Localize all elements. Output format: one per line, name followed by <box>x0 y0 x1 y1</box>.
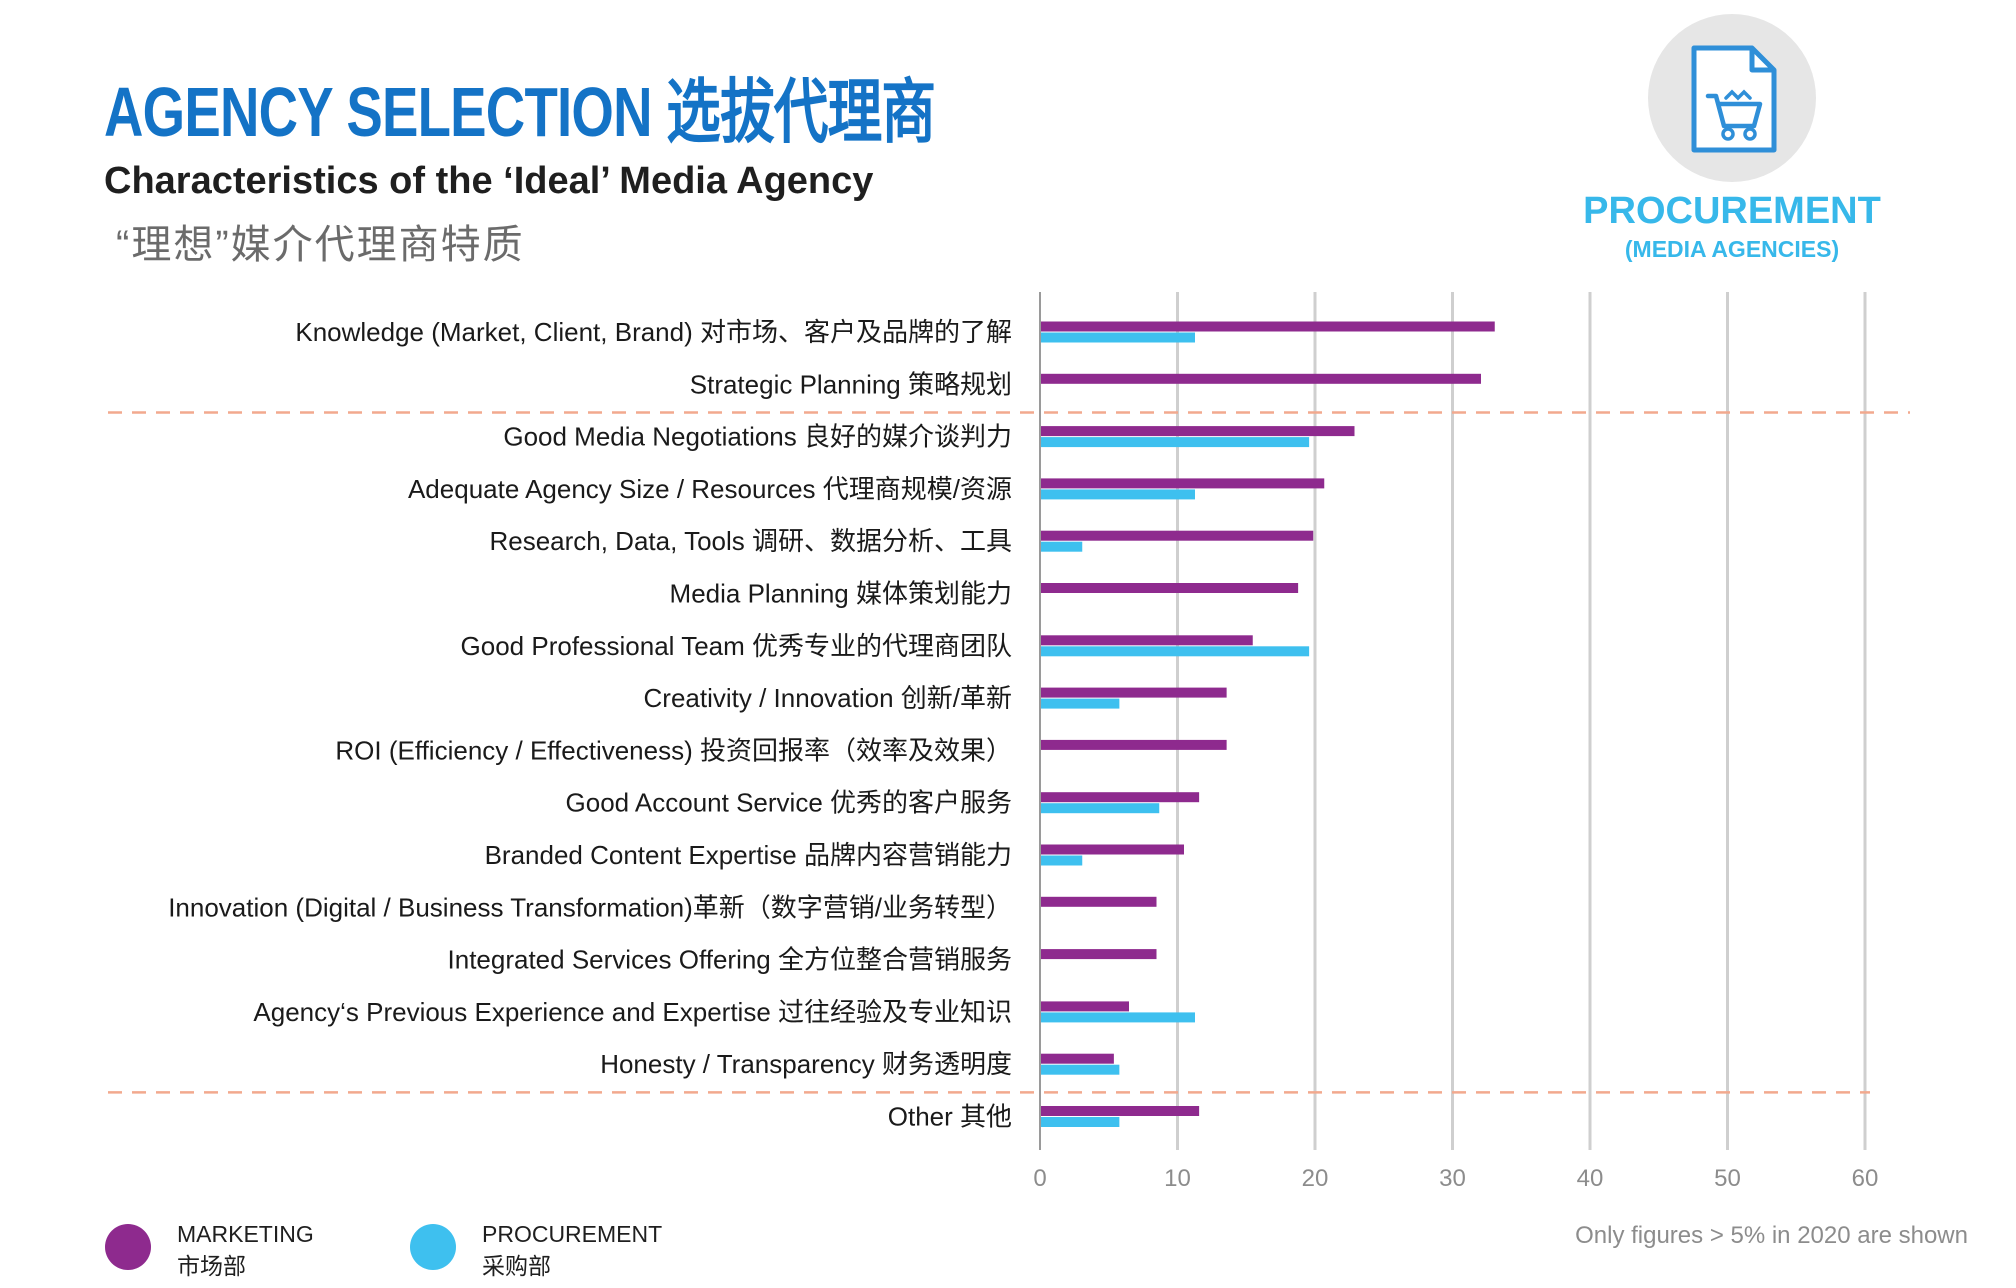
legend-procurement-label: PROCUREMENT 采购部 <box>482 1218 662 1282</box>
bar-marketing <box>1041 373 1481 384</box>
category-label: Other 其他 <box>888 1102 1012 1132</box>
bar-marketing <box>1041 530 1314 541</box>
bar-marketing <box>1041 1053 1114 1064</box>
shopping-cart-document-icon <box>1691 45 1777 153</box>
bar-marketing <box>1041 478 1325 489</box>
bar-marketing <box>1041 844 1184 855</box>
category-label: Honesty / Transparency 财务透明度 <box>600 1049 1012 1079</box>
bar-marketing <box>1041 896 1157 907</box>
bar-chart: Knowledge (Market, Client, Brand) 对市场、客户… <box>108 292 1910 1192</box>
x-tick-label: 30 <box>1439 1165 1466 1192</box>
category-label: Good Account Service 优秀的客户服务 <box>566 788 1012 818</box>
bar-procurement <box>1041 437 1310 448</box>
bar-marketing <box>1041 1001 1129 1012</box>
bar-procurement <box>1041 698 1120 709</box>
category-label: Branded Content Expertise 品牌内容营销能力 <box>485 840 1012 870</box>
category-label: Knowledge (Market, Client, Brand) 对市场、客户… <box>295 317 1012 347</box>
legend-marketing-cn: 市场部 <box>177 1253 246 1279</box>
bar-marketing <box>1041 792 1200 803</box>
x-tick-label: 40 <box>1577 1165 1604 1192</box>
legend-procurement-en: PROCUREMENT <box>482 1221 663 1247</box>
page-title: AGENCY SELECTION 选拔代理商 <box>104 73 936 151</box>
bar-marketing <box>1041 949 1157 960</box>
category-label: Adequate Agency Size / Resources 代理商规模/资… <box>408 474 1012 504</box>
category-label: Good Professional Team 优秀专业的代理商团队 <box>461 631 1012 661</box>
category-label: Strategic Planning 策略规划 <box>690 369 1012 399</box>
bar-procurement <box>1041 646 1310 657</box>
bar-procurement <box>1041 1117 1120 1127</box>
procurement-badge <box>1648 14 1816 182</box>
x-tick-label: 10 <box>1164 1165 1191 1192</box>
bar-procurement <box>1041 803 1160 814</box>
category-label: Creativity / Innovation 创新/革新 <box>644 683 1012 713</box>
bar-procurement <box>1041 855 1083 866</box>
legend-procurement-swatch <box>410 1224 456 1270</box>
bar-marketing <box>1041 583 1299 593</box>
section-dividers <box>108 411 1910 1094</box>
badge-subtitle: (MEDIA AGENCIES) <box>1624 236 1840 262</box>
category-label: Good Media Negotiations 良好的媒介谈判力 <box>503 422 1012 452</box>
bar-procurement <box>1041 1064 1120 1075</box>
bars <box>1041 321 1495 1127</box>
bar-marketing <box>1041 426 1355 437</box>
legend-marketing-en: MARKETING <box>177 1221 314 1247</box>
bar-procurement <box>1041 1012 1195 1023</box>
bar-marketing <box>1041 321 1495 332</box>
bar-procurement <box>1041 541 1083 552</box>
bar-marketing <box>1041 687 1227 698</box>
category-label: Media Planning 媒体策划能力 <box>670 579 1012 609</box>
chart-subtitle-cn: “理想”媒介代理商特质 <box>116 223 525 267</box>
x-axis-ticks: 0 10 20 30 40 50 60 <box>1033 1165 1878 1192</box>
category-labels: Knowledge (Market, Client, Brand) 对市场、客户… <box>168 317 1012 1132</box>
x-tick-label: 0 <box>1033 1165 1046 1192</box>
badge-title: PROCUREMENT <box>1583 190 1881 232</box>
x-tick-label: 60 <box>1852 1165 1879 1192</box>
legend-procurement-cn: 采购部 <box>482 1253 551 1279</box>
category-label: Integrated Services Offering 全方位整合营销服务 <box>448 945 1012 975</box>
bar-marketing <box>1041 739 1227 750</box>
category-label: Innovation (Digital / Business Transform… <box>168 892 1012 922</box>
bar-procurement <box>1041 332 1195 343</box>
legend-marketing-label: MARKETING 市场部 <box>177 1218 314 1282</box>
bar-procurement <box>1041 489 1195 500</box>
category-label: Agency‘s Previous Experience and Experti… <box>253 997 1012 1027</box>
footnote: Only figures > 5% in 2020 are shown <box>1575 1222 1968 1249</box>
chart-subtitle: Characteristics of the ‘Ideal’ Media Age… <box>104 160 874 202</box>
category-label: Research, Data, Tools 调研、数据分析、工具 <box>489 526 1012 556</box>
x-tick-label: 20 <box>1302 1165 1329 1192</box>
category-label: ROI (Efficiency / Effectiveness) 投资回报率（效… <box>335 735 1012 765</box>
bar-marketing <box>1041 635 1253 646</box>
legend-marketing-swatch <box>105 1224 151 1270</box>
bar-marketing <box>1041 1106 1200 1116</box>
x-tick-label: 50 <box>1714 1165 1741 1192</box>
